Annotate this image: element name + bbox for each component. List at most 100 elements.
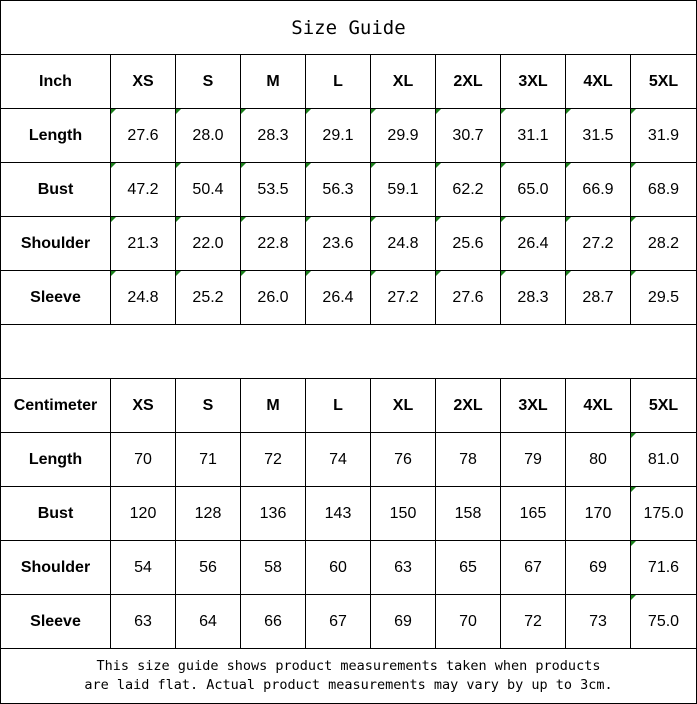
header-row: Centimeter XS S M L XL 2XL 3XL 4XL 5XL [0,378,697,433]
measurement-cell: 78 [435,432,501,487]
row-label-length: Length [0,432,111,487]
size-header-4xl: 4XL [565,54,631,109]
measurement-cell: 25.6 [435,216,501,271]
size-header-l: L [305,54,371,109]
note-line-2: are laid flat. Actual product measuremen… [84,677,613,693]
measurement-cell: 26.0 [240,270,306,325]
measurement-cell: 62.2 [435,162,501,217]
measurement-cell: 79 [500,432,566,487]
table-row: Length 70 71 72 74 76 78 79 80 81.0 [0,432,697,487]
measurement-cell: 81.0 [630,432,697,487]
measurement-cell: 72 [500,594,566,649]
measurement-cell: 26.4 [305,270,371,325]
measurement-cell: 47.2 [110,162,176,217]
page-title: Size Guide [0,0,697,54]
measurement-cell: 67 [500,540,566,595]
measurement-cell: 27.2 [370,270,436,325]
row-label-shoulder: Shoulder [0,216,111,271]
measurement-cell: 66.9 [565,162,631,217]
measurement-cell: 27.6 [435,270,501,325]
measurement-cell: 175.0 [630,486,697,541]
centimeter-size-table: Centimeter XS S M L XL 2XL 3XL 4XL 5XL Length 70 71 7… [0,378,697,649]
spacer-row [0,324,697,378]
row-label-sleeve: Sleeve [0,270,111,325]
table-row: Sleeve 24.8 25.2 26.0 26.4 27.2 27.6 28.3 28.7 29… [0,270,697,325]
measurement-cell: 56.3 [305,162,371,217]
size-header-l: L [305,378,371,433]
measurement-cell: 60 [305,540,371,595]
measurement-cell: 136 [240,486,306,541]
table-row: Sleeve 63 64 66 67 69 70 72 73 75.0 [0,594,697,649]
measurement-cell: 22.0 [175,216,241,271]
unit-header: Inch [0,54,111,109]
measurement-cell: 73 [565,594,631,649]
table-row: Length 27.6 28.0 28.3 29.1 29.9 30.7 31.1 31.5 31… [0,108,697,163]
measurement-cell: 27.2 [565,216,631,271]
measurement-cell: 71.6 [630,540,697,595]
row-label-length: Length [0,108,111,163]
measurement-cell: 69 [565,540,631,595]
size-header-xs: XS [110,378,176,433]
measurement-cell: 29.9 [370,108,436,163]
size-header-2xl: 2XL [435,378,501,433]
size-header-xl: XL [370,378,436,433]
measurement-cell: 69 [370,594,436,649]
measurement-cell: 143 [305,486,371,541]
header-row: Inch XS S M L XL 2XL 3XL 4XL 5XL [0,54,697,109]
measurement-cell: 65 [435,540,501,595]
size-header-xl: XL [370,54,436,109]
inch-size-table: Inch XS S M L XL 2XL 3XL 4XL 5XL Length 27.6 28.0 28.… [0,54,697,325]
measurement-cell: 21.3 [110,216,176,271]
measurement-cell: 170 [565,486,631,541]
size-header-4xl: 4XL [565,378,631,433]
measurement-note: This size guide shows product measuremen… [0,648,697,704]
measurement-cell: 67 [305,594,371,649]
table-row: Bust 120 128 136 143 150 158 165 170 175.0 [0,486,697,541]
measurement-cell: 158 [435,486,501,541]
size-header-xs: XS [110,54,176,109]
table-row: Shoulder 21.3 22.0 22.8 23.6 24.8 25.6 26.4 27.2… [0,216,697,271]
measurement-cell: 28.2 [630,216,697,271]
measurement-cell: 66 [240,594,306,649]
table-row: Bust 47.2 50.4 53.5 56.3 59.1 62.2 65.0 66.9 68.9 [0,162,697,217]
measurement-cell: 72 [240,432,306,487]
measurement-cell: 68.9 [630,162,697,217]
measurement-cell: 29.5 [630,270,697,325]
measurement-cell: 56 [175,540,241,595]
measurement-cell: 64 [175,594,241,649]
measurement-cell: 25.2 [175,270,241,325]
measurement-cell: 70 [435,594,501,649]
measurement-cell: 63 [370,540,436,595]
measurement-cell: 74 [305,432,371,487]
unit-header: Centimeter [0,378,111,433]
measurement-cell: 63 [110,594,176,649]
measurement-cell: 28.3 [500,270,566,325]
size-header-3xl: 3XL [500,54,566,109]
measurement-cell: 31.9 [630,108,697,163]
measurement-cell: 22.8 [240,216,306,271]
measurement-cell: 150 [370,486,436,541]
row-label-shoulder: Shoulder [0,540,111,595]
measurement-cell: 31.1 [500,108,566,163]
measurement-cell: 28.3 [240,108,306,163]
size-header-s: S [175,54,241,109]
measurement-cell: 26.4 [500,216,566,271]
measurement-cell: 65.0 [500,162,566,217]
size-header-3xl: 3XL [500,378,566,433]
size-header-s: S [175,378,241,433]
size-header-5xl: 5XL [630,54,697,109]
measurement-cell: 28.0 [175,108,241,163]
size-header-2xl: 2XL [435,54,501,109]
measurement-cell: 30.7 [435,108,501,163]
row-label-sleeve: Sleeve [0,594,111,649]
row-label-bust: Bust [0,162,111,217]
measurement-cell: 24.8 [370,216,436,271]
measurement-cell: 54 [110,540,176,595]
size-header-5xl: 5XL [630,378,697,433]
measurement-cell: 53.5 [240,162,306,217]
row-label-bust: Bust [0,486,111,541]
measurement-cell: 76 [370,432,436,487]
measurement-cell: 128 [175,486,241,541]
measurement-cell: 28.7 [565,270,631,325]
